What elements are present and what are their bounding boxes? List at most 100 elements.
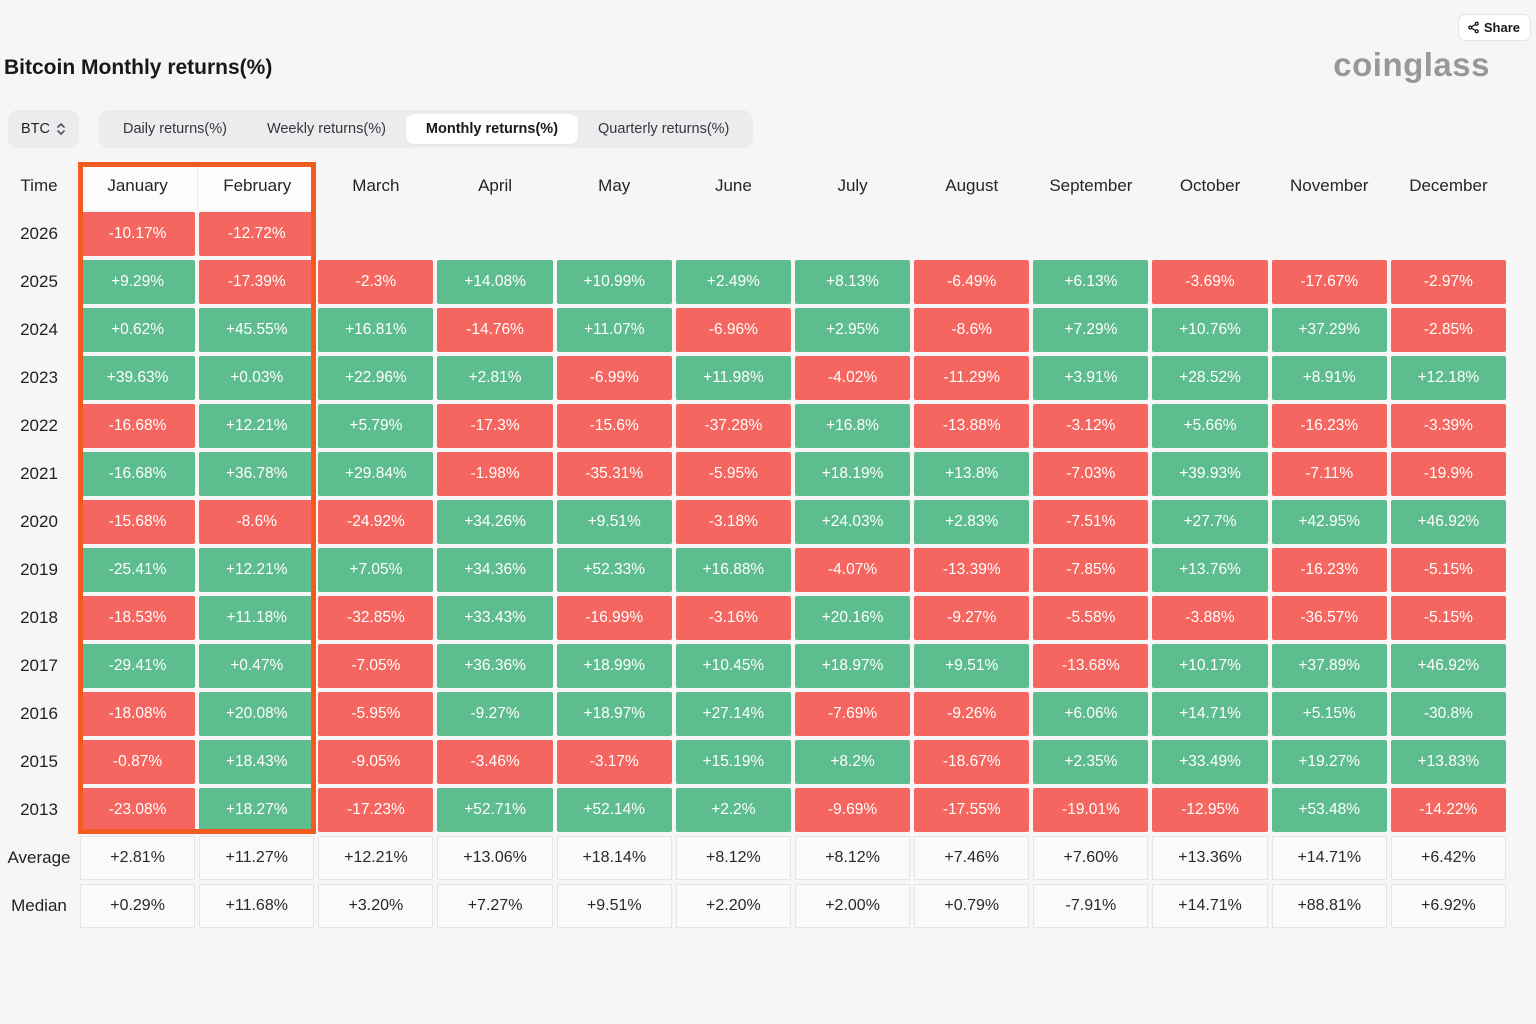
cell-2019-september: -7.85% [1033,548,1149,592]
cell-median-september: -7.91% [1033,884,1149,928]
cell-2016-august: -9.26% [914,692,1030,736]
returns-tabbar: Daily returns(%) Weekly returns(%) Month… [99,110,754,148]
cellwrap-2019-december: -5.15% [1389,546,1508,594]
row-label-2026: 2026 [20,224,58,243]
cell-2013-april: +52.71% [437,788,553,832]
cellwrap-2016-november: +5.15% [1270,690,1389,738]
column-header-november: November [1290,176,1369,195]
cell-average-august: +7.46% [914,836,1030,880]
cell-2020-july: +24.03% [794,500,911,544]
row-label-2023: 2023 [20,368,58,387]
tab-quarterly-returns[interactable]: Quarterly returns(%) [598,121,730,137]
cellwrap-2015-july: +8.2% [793,738,912,786]
cell-2013-november: +53.48% [1271,788,1387,832]
cellwrap-average-july: +8.12% [793,834,912,882]
symbol-selector[interactable]: BTC [8,110,79,148]
cellwrap-2018-august: -9.27% [912,594,1031,642]
cellwrap-2024-june: -6.96% [674,306,793,354]
cell-2025-june: +2.49% [675,260,791,304]
cell-2024-september: +7.29% [1033,308,1149,352]
cellwrap-2022-august: -13.88% [912,402,1031,450]
cell-median-january: +0.29% [80,884,196,928]
tab-daily-returns[interactable]: Daily returns(%) [123,121,227,137]
cellwrap-2020-march: -24.92% [316,498,435,546]
cellwrap-2025-june: +2.49% [674,258,793,306]
row-label-2018: 2018 [20,608,58,627]
row-label-2020: 2020 [20,512,58,531]
cellwrap-2026-march [316,210,435,258]
tab-weekly-returns[interactable]: Weekly returns(%) [266,121,386,137]
cellwrap-2016-august: -9.26% [912,690,1031,738]
cell-2017-april: +36.36% [437,644,553,688]
cell-2013-august: -17.55% [914,788,1030,832]
cellwrap-2026-august [912,210,1031,258]
cellwrap-2015-february: +18.43% [197,738,316,786]
cellwrap-average-march: +12.21% [316,834,435,882]
cell-2023-april: +2.81% [437,356,553,400]
cellwrap-2020-may: +9.51% [555,498,674,546]
cell-2025-january: +9.29% [80,260,196,304]
cell-median-june: +2.20% [675,884,791,928]
cell-2017-december: +46.92% [1390,644,1506,688]
cellwrap-2019-may: +52.33% [555,546,674,594]
cell-2015-april: -3.46% [437,740,553,784]
cell-2020-november: +42.95% [1271,500,1387,544]
cellwrap-2023-october: +28.52% [1150,354,1269,402]
cellwrap-2021-february: +36.78% [197,450,316,498]
cell-average-september: +7.60% [1033,836,1149,880]
cellwrap-2013-june: +2.2% [674,786,793,834]
cellwrap-2015-march: -9.05% [316,738,435,786]
cellwrap-median-november: +88.81% [1270,882,1389,930]
cellwrap-2022-april: -17.3% [435,402,554,450]
cellwrap-2025-february: -17.39% [197,258,316,306]
cell-2020-october: +27.7% [1152,500,1268,544]
cellwrap-2023-august: -11.29% [912,354,1031,402]
cellwrap-2024-march: +16.81% [316,306,435,354]
cell-2019-december: -5.15% [1390,548,1506,592]
cell-2016-june: +27.14% [675,692,791,736]
cellwrap-2017-october: +10.17% [1150,642,1269,690]
cellwrap-average-february: +11.27% [197,834,316,882]
cellwrap-2019-october: +13.76% [1150,546,1269,594]
tab-monthly-returns[interactable]: Monthly returns(%) [405,114,579,144]
cellwrap-2016-july: -7.69% [793,690,912,738]
cell-2015-october: +33.49% [1152,740,1268,784]
cell-2015-january: -0.87% [80,740,196,784]
share-button[interactable]: Share [1457,14,1531,41]
cellwrap-2022-july: +16.8% [793,402,912,450]
cell-2022-december: -3.39% [1390,404,1506,448]
cell-2022-august: -13.88% [914,404,1030,448]
cellwrap-2025-november: -17.67% [1270,258,1389,306]
cell-2016-february: +20.08% [199,692,315,736]
cellwrap-2016-april: -9.27% [435,690,554,738]
cell-2019-november: -16.23% [1271,548,1387,592]
cellwrap-2024-january: +0.62% [78,306,197,354]
cellwrap-2013-march: -17.23% [316,786,435,834]
cellwrap-2015-november: +19.27% [1270,738,1389,786]
cellwrap-2019-november: -16.23% [1270,546,1389,594]
time-column-header: Time [20,176,58,195]
cellwrap-average-january: +2.81% [78,834,197,882]
cell-2026-april [437,212,552,256]
cellwrap-2021-december: -19.9% [1389,450,1508,498]
cell-2018-september: -5.58% [1033,596,1149,640]
cell-2021-june: -5.95% [675,452,791,496]
cell-2015-march: -9.05% [318,740,434,784]
cellwrap-2022-october: +5.66% [1150,402,1269,450]
cell-2016-april: -9.27% [437,692,553,736]
cellwrap-2013-october: -12.95% [1150,786,1269,834]
cell-2021-april: -1.98% [437,452,553,496]
row-label-2016: 2016 [20,704,58,723]
cell-2017-july: +18.97% [794,644,911,688]
cell-2019-may: +52.33% [556,548,672,592]
cellwrap-2015-september: +2.35% [1031,738,1150,786]
row-label-2019: 2019 [20,560,58,579]
cell-2013-june: +2.2% [675,788,791,832]
cellwrap-2013-may: +52.14% [555,786,674,834]
cell-2013-october: -12.95% [1152,788,1268,832]
cell-2025-march: -2.3% [318,260,434,304]
column-header-october: October [1179,176,1241,195]
cell-median-december: +6.92% [1390,884,1506,928]
cellwrap-2017-december: +46.92% [1389,642,1508,690]
cellwrap-2015-august: -18.67% [912,738,1031,786]
